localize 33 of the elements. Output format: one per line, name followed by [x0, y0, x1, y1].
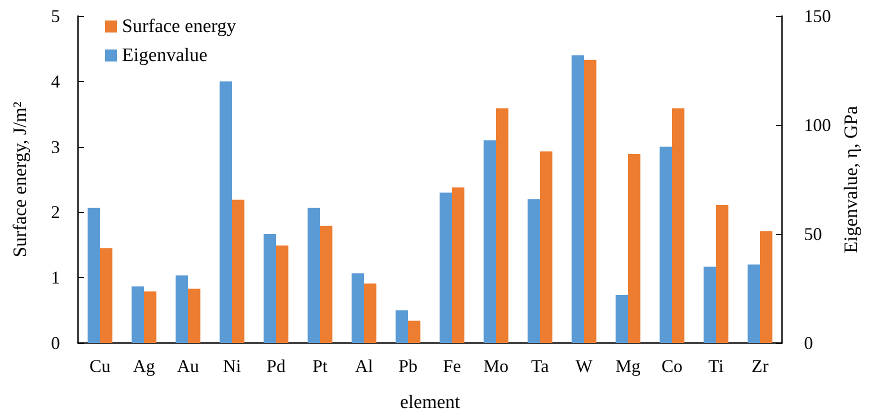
x-axis-title: element: [400, 392, 461, 413]
y-tick-label: 0: [51, 333, 60, 353]
x-tick-label: Co: [661, 356, 683, 376]
x-tick-label: Pb: [398, 356, 418, 376]
x-tick-label: Mo: [483, 356, 509, 376]
y-tick-label: 4: [51, 71, 60, 92]
y2-tick-label: 100: [804, 115, 831, 135]
y-axis-title: Surface energy, J/m²: [10, 101, 31, 258]
legend-label: Surface energy: [122, 16, 237, 37]
y-tick-label: 1: [51, 268, 60, 288]
y-tick-label: 5: [51, 6, 60, 26]
x-tick-label: Cu: [89, 356, 111, 376]
y2-tick-label: 0: [804, 333, 813, 353]
x-tick-label: Au: [177, 356, 199, 376]
x-tick-label: Ta: [531, 356, 549, 376]
x-tick-label: Zr: [752, 356, 768, 376]
x-tick-label: Mg: [615, 356, 641, 376]
bar: [628, 154, 640, 343]
y-tick-label: 2: [51, 202, 60, 222]
x-tick-label: Al: [355, 356, 373, 376]
x-tick-label: Fe: [443, 356, 462, 376]
x-tick-label: Pd: [266, 356, 286, 376]
y-tick-label: 3: [51, 136, 60, 157]
x-tick-label: W: [576, 356, 592, 376]
bar: [616, 295, 628, 343]
legend-label: Eigenvalue: [122, 45, 208, 66]
x-tick-label: Ni: [223, 356, 241, 376]
x-tick-label: Ag: [133, 356, 155, 376]
x-tick-label: Pt: [312, 356, 328, 376]
y2-tick-label: 50: [804, 224, 822, 244]
x-tick-label: Ti: [708, 356, 724, 376]
y2-axis-title: Eigenvalue, η, GPa: [840, 105, 862, 254]
y2-tick-label: 150: [804, 6, 831, 26]
